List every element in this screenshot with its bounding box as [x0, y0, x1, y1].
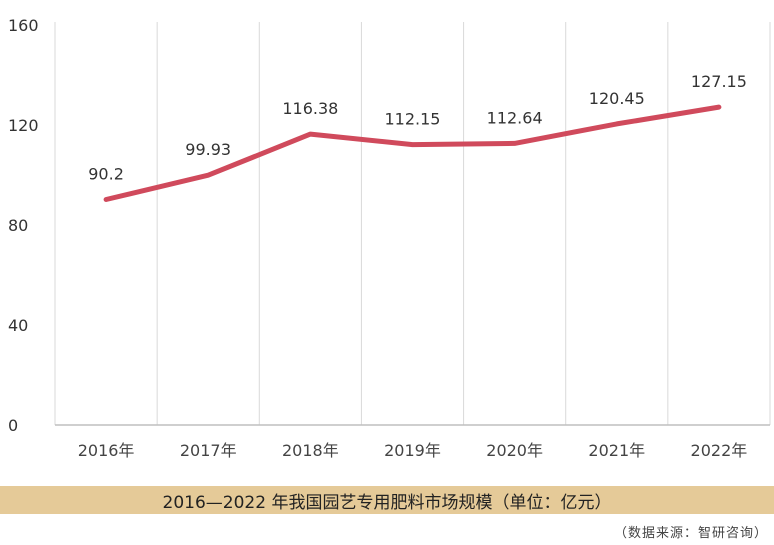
- x-tick-label: 2020年: [486, 441, 543, 460]
- y-tick-label: 120: [8, 116, 39, 135]
- data-label: 120.45: [589, 89, 645, 108]
- data-label: 127.15: [691, 72, 747, 91]
- data-labels: 90.2 99.93 116.38 112.15 112.64 120.45 127.15: [88, 72, 747, 183]
- x-tick-label: 2016年: [78, 441, 135, 460]
- source-note: （数据来源：智研咨询）: [613, 526, 768, 541]
- line-chart: 0 40 80 120 160 2016年 2017年 2018年 2019年 2020年 202…: [8, 16, 771, 460]
- y-tick-label: 0: [8, 416, 18, 435]
- x-tick-label: 2021年: [588, 441, 645, 460]
- chart-caption-bar: 2016—2022 年我国园艺专用肥料市场规模（单位：亿元）: [0, 486, 774, 514]
- x-axis-ticks: 2016年 2017年 2018年 2019年 2020年 2021年 2022年: [78, 441, 748, 460]
- y-tick-label: 160: [8, 16, 39, 35]
- data-label: 116.38: [282, 99, 338, 118]
- x-tick-label: 2019年: [384, 441, 441, 460]
- series-line: [103, 104, 722, 202]
- y-axis-ticks: 0 40 80 120 160: [8, 16, 39, 435]
- y-tick-label: 80: [8, 216, 28, 235]
- data-label: 90.2: [88, 165, 124, 184]
- chart-caption: 2016—2022 年我国园艺专用肥料市场规模（单位：亿元）: [162, 492, 612, 513]
- data-label: 99.93: [185, 140, 231, 159]
- x-tick-label: 2022年: [691, 441, 748, 460]
- vertical-gridlines: [54, 22, 771, 425]
- y-tick-label: 40: [8, 316, 28, 335]
- data-label: 112.64: [487, 108, 543, 127]
- x-tick-label: 2018年: [282, 441, 339, 460]
- data-label: 112.15: [385, 110, 441, 129]
- x-tick-label: 2017年: [180, 441, 237, 460]
